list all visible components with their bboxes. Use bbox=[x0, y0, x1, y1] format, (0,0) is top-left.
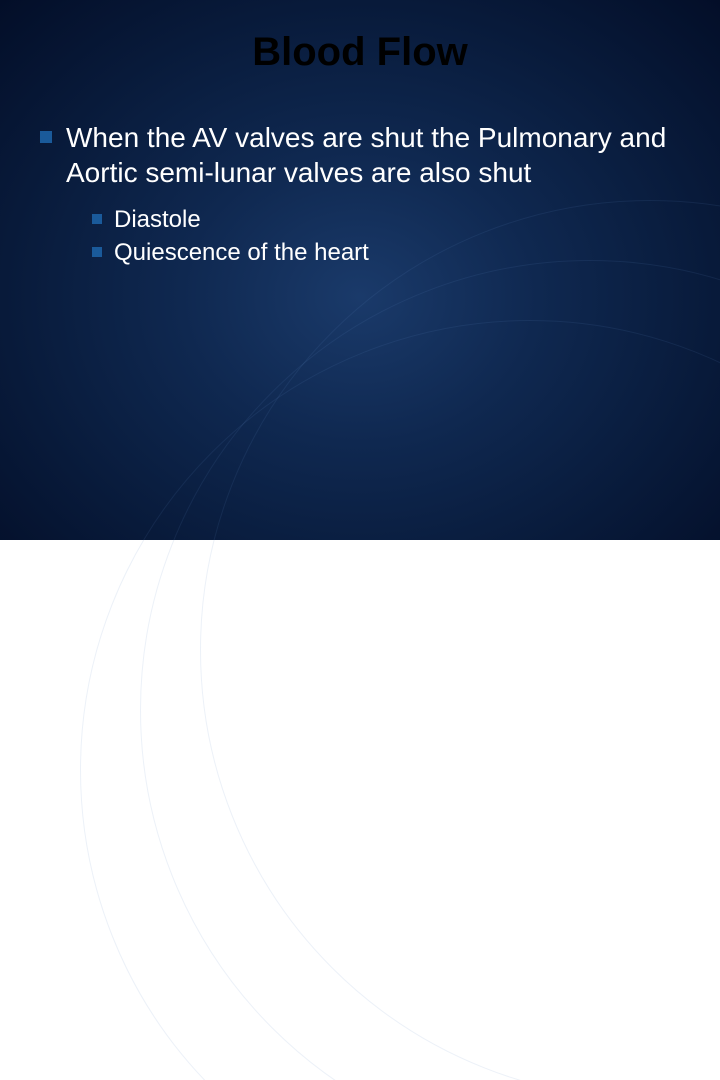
decorative-arc bbox=[200, 200, 720, 1080]
bullet-text: Diastole bbox=[114, 204, 201, 235]
sub-bullets: Diastole Quiescence of the heart bbox=[92, 204, 680, 268]
bullet-text: When the AV valves are shut the Pulmonar… bbox=[66, 120, 680, 190]
bullet-level2: Diastole bbox=[92, 204, 680, 235]
bullet-text: Quiescence of the heart bbox=[114, 237, 369, 268]
decorative-arc bbox=[80, 320, 720, 1080]
bullet-square-icon bbox=[92, 247, 102, 257]
decorative-arc bbox=[140, 260, 720, 1080]
bullet-level2: Quiescence of the heart bbox=[92, 237, 680, 268]
slide-content: When the AV valves are shut the Pulmonar… bbox=[40, 120, 680, 270]
slide: Blood Flow When the AV valves are shut t… bbox=[0, 0, 720, 540]
bullet-square-icon bbox=[40, 131, 52, 143]
bullet-square-icon bbox=[92, 214, 102, 224]
bullet-level1: When the AV valves are shut the Pulmonar… bbox=[40, 120, 680, 190]
slide-title: Blood Flow bbox=[0, 30, 720, 75]
